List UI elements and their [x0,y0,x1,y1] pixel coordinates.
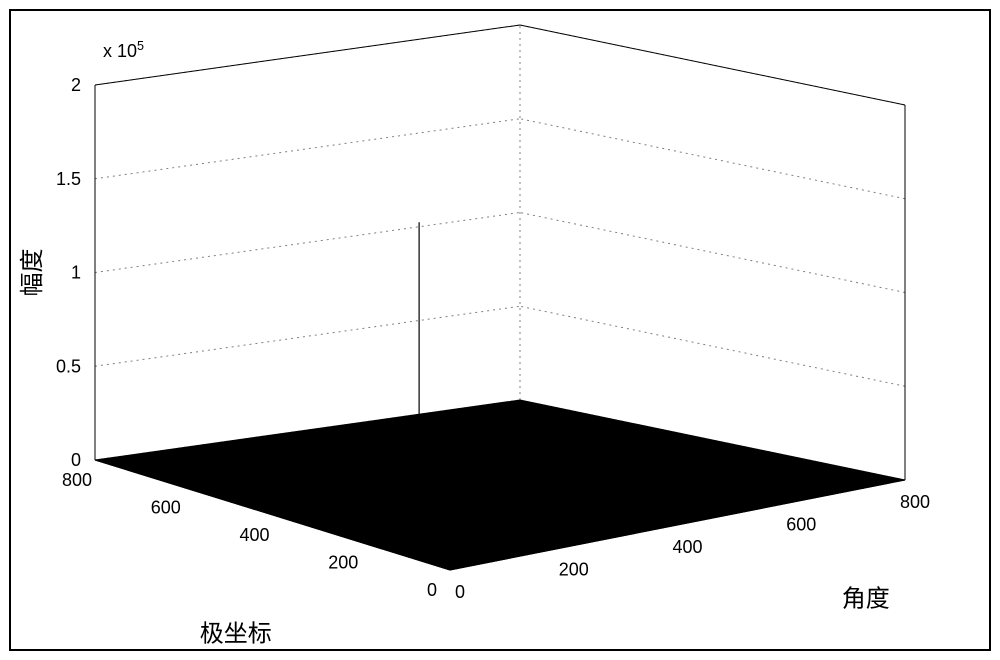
top-back-edges [95,25,905,105]
grid-z-right [520,306,905,386]
y-tick-label: 600 [151,498,181,518]
z-axis-label: 幅度 [19,249,46,297]
grid-z-right [520,213,905,293]
x-axis-label: 角度 [842,586,890,613]
z-tick-label: 2 [71,75,81,95]
y-tick-label: 800 [62,470,92,490]
x-tick-label: 600 [786,515,816,535]
z-tick-label: 0.5 [56,356,81,376]
y-tick-label: 0 [427,580,437,600]
surface-plane [95,400,905,570]
x-tick-label: 800 [900,492,930,512]
x-tick-label: 0 [455,582,465,602]
y-axis-label: 极坐标 [200,621,272,648]
y-tick-label: 400 [239,525,269,545]
grid-z-right [520,119,905,199]
z-tick-label: 0 [71,450,81,470]
grid-z-left [95,306,520,366]
x-tick-label: 400 [672,537,702,557]
y-tick-label: 200 [328,553,358,573]
z-scale-label: x 105 [103,39,144,61]
z-tick-label: 1.5 [56,169,81,189]
grid-z-left [95,119,520,179]
x-tick-label: 200 [559,560,589,580]
z-tick-label: 1 [71,263,81,283]
grid-z-left [95,213,520,273]
